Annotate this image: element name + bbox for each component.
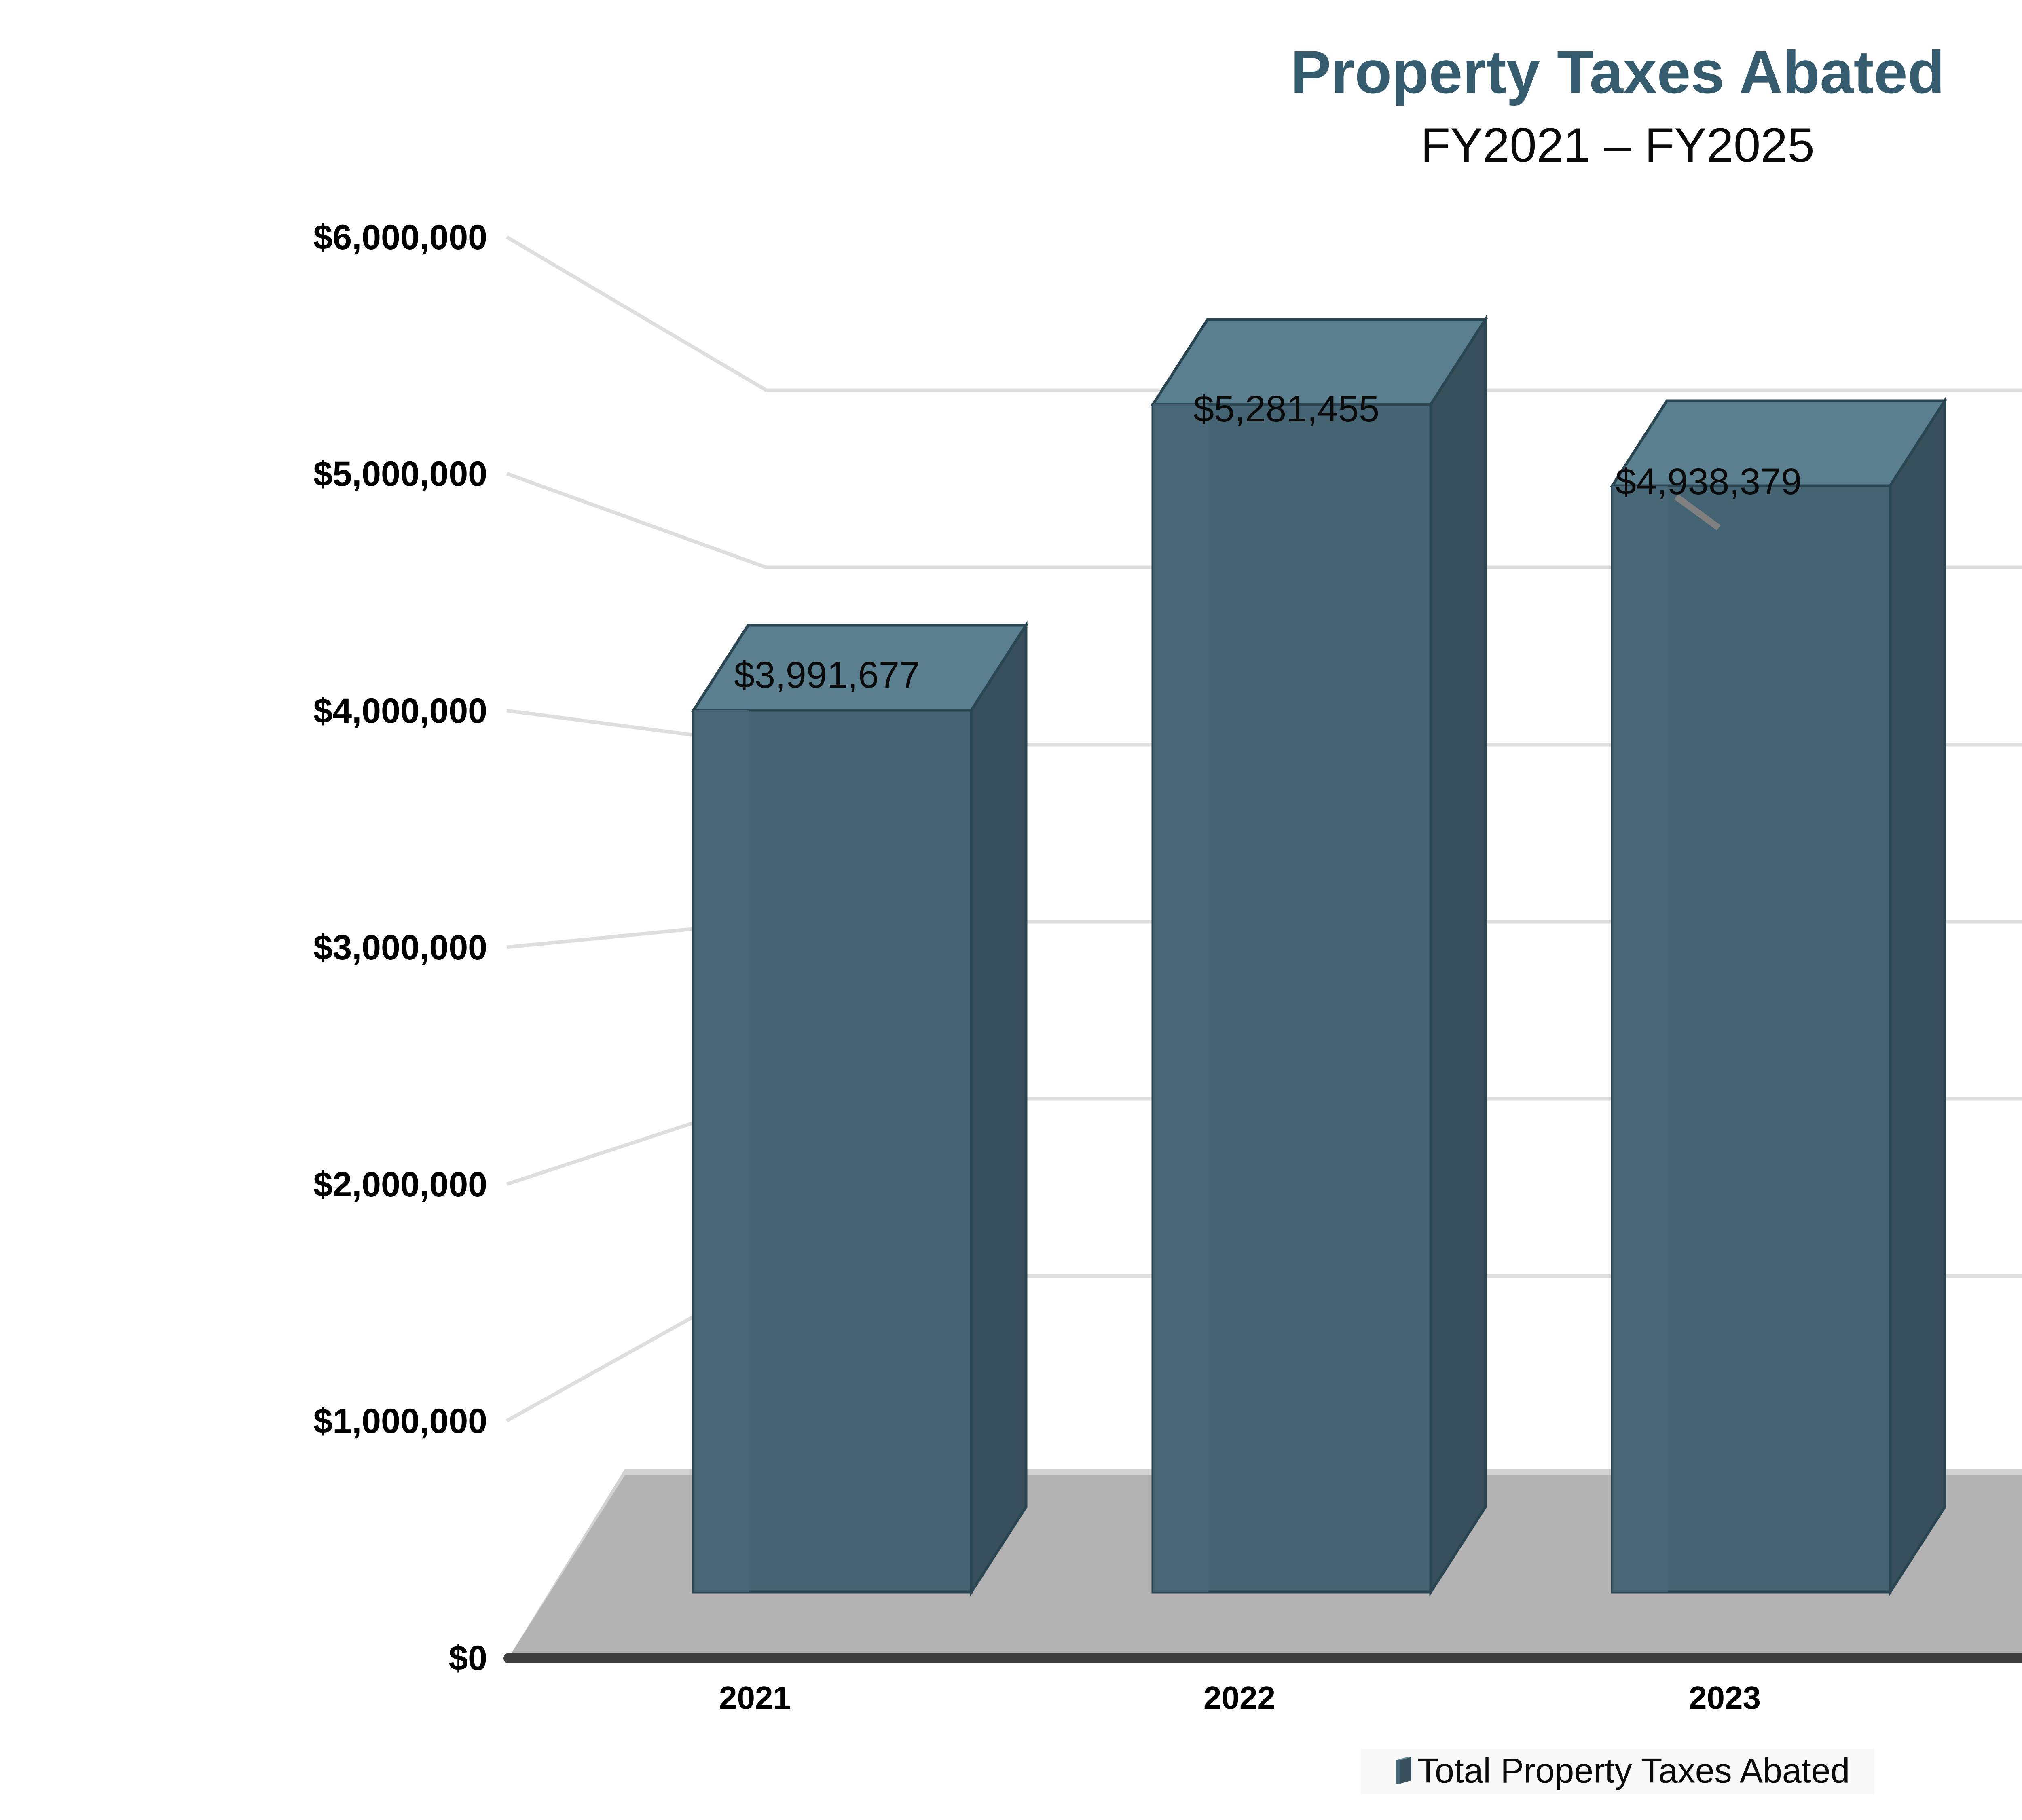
y-tick-label-0: $0	[448, 1639, 487, 1678]
bar-2021-value-label: $3,991,677	[734, 654, 920, 696]
bar-2023-right-face	[1889, 396, 1946, 1597]
bar-2023-value-label: $4,938,379	[1616, 461, 1802, 502]
bar-2023[interactable]: $4,938,379	[1610, 396, 1948, 1597]
legend[interactable]: Total Property Taxes Abated	[1361, 1749, 1874, 1794]
y-tick-label-5000000: $5,000,000	[313, 455, 487, 493]
bar-2022-left-highlight	[1153, 404, 1208, 1592]
bar-2021-left-highlight	[694, 710, 749, 1592]
bar-2022[interactable]: $5,281,455	[1150, 315, 1488, 1597]
bar-2022-right-face	[1429, 315, 1487, 1597]
gridline-6000000	[506, 235, 2022, 392]
y-tick-label-6000000: $6,000,000	[313, 218, 487, 257]
gridline-5000000	[506, 472, 2022, 569]
y-tick-label-4000000: $4,000,000	[313, 692, 487, 730]
x-tick-label-2021: 2021	[719, 1680, 791, 1716]
legend-label-total-property-taxes-abated: Total Property Taxes Abated	[1417, 1752, 1850, 1790]
y-axis-labels-group: $6,000,000 $5,000,000 $4,000,000 $3,000,…	[313, 218, 487, 1678]
legend-swatch-icon	[1396, 1757, 1411, 1784]
bar-2023-left-highlight	[1612, 486, 1668, 1592]
x-tick-label-2022: 2022	[1203, 1680, 1275, 1716]
chart-subtitle: FY2021 – FY2025	[1421, 118, 1815, 172]
y-tick-label-2000000: $2,000,000	[313, 1165, 487, 1204]
legend-background	[1361, 1749, 1874, 1794]
bar-2023-leader-line	[1674, 494, 1721, 531]
bar-2021-right-face	[970, 620, 1028, 1597]
x-axis-labels-group: 2021 2022 2023 2024 2025	[719, 1680, 1761, 1716]
bar-2021[interactable]: $3,991,677	[691, 620, 1029, 1597]
bar-2022-value-label: $5,281,455	[1193, 388, 1379, 430]
y-tick-label-1000000: $1,000,000	[313, 1402, 487, 1441]
chart-title: Property Taxes Abated	[1290, 38, 1944, 106]
x-tick-label-2023: 2023	[1689, 1680, 1761, 1716]
y-tick-label-3000000: $3,000,000	[313, 928, 487, 967]
